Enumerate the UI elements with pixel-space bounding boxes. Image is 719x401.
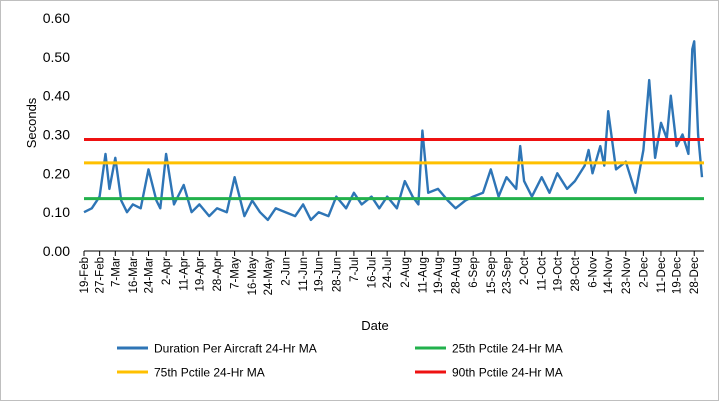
y-tick-label: 0.40 — [43, 88, 70, 104]
x-tick-label: 15-Sep — [486, 257, 498, 294]
y-tick-label: 0.00 — [43, 243, 70, 259]
x-tick-label: 28-Aug — [451, 257, 463, 294]
x-tick-label: 19-Feb — [79, 257, 91, 293]
x-tick-label: 19-Oct — [552, 256, 564, 291]
series-line-duration — [83, 40, 704, 222]
x-tick-label: 19-Dec — [672, 257, 684, 294]
x-tick-label: 7-May — [230, 257, 242, 289]
x-tick-label: 24-Mar — [144, 257, 156, 294]
x-tick-label: 2-Aug — [400, 257, 412, 288]
y-tick-label: 0.20 — [43, 165, 70, 181]
y-tick-label: 0.10 — [43, 204, 70, 220]
x-tick-label: 24-Jul — [382, 257, 394, 288]
x-tick-label: 6-Sep — [468, 257, 480, 288]
x-tick-label: 23-Nov — [621, 257, 633, 294]
x-tick-label: 24-May — [263, 257, 275, 296]
x-tick-label: 14-Nov — [603, 257, 615, 294]
legend-label: 75th Pctile 24-Hr MA — [154, 366, 265, 380]
legend: Duration Per Aircraft 24-Hr MA 25th Pctil… — [117, 342, 563, 380]
x-tick-label: 11-Apr — [179, 257, 191, 291]
x-tick-label: 2-Jun — [280, 257, 292, 286]
x-tick-label: 28-Oct — [570, 256, 582, 291]
x-tick-label: 11-Aug — [417, 257, 429, 293]
x-tick-label: 6-Nov — [588, 257, 600, 288]
y-axis-title: Seconds — [24, 97, 39, 148]
x-tick-label: 2-Dec — [638, 257, 650, 288]
y-tick-label: 0.30 — [43, 127, 70, 143]
x-tick-label: 7-Jul — [349, 257, 361, 282]
x-tick-label: 19-Aug — [433, 257, 445, 294]
legend-label: 25th Pctile 24-Hr MA — [452, 342, 563, 356]
x-tick-label: 11-Oct — [537, 256, 549, 290]
y-tick-label: 0.60 — [43, 10, 70, 26]
series-layer — [83, 40, 704, 222]
y-axis-ticks: 0.00 0.10 0.20 0.30 0.40 0.50 0.60 — [43, 10, 70, 259]
x-tick-label: 11-Dec — [656, 257, 668, 293]
x-tick-label: 23-Sep — [501, 257, 513, 294]
x-tick-label: 16-May — [247, 257, 259, 296]
x-axis-title: Date — [361, 318, 388, 333]
x-axis-ticks: 19-Feb 27-Feb 7-Mar 16-Mar 24-Mar 2-Apr 11-Apr… — [79, 251, 701, 295]
x-tick-label: 28-Jun — [331, 257, 343, 292]
x-tick-label: 7-Mar — [110, 257, 122, 287]
y-tick-label: 0.50 — [43, 49, 70, 65]
x-tick-label: 28-Dec — [689, 257, 701, 294]
x-tick-label: 2-Apr — [161, 257, 173, 285]
legend-label: Duration Per Aircraft 24-Hr MA — [154, 342, 317, 356]
x-tick-label: 2-Oct — [519, 256, 531, 285]
x-tick-label: 16-Jul — [367, 257, 379, 288]
x-tick-label: 28-Apr — [212, 257, 224, 292]
x-tick-label: 19-Apr — [194, 257, 206, 292]
x-tick-label: 11-Jun — [298, 257, 310, 291]
legend-label: 90th Pctile 24-Hr MA — [452, 366, 563, 380]
x-tick-label: 27-Feb — [95, 257, 107, 293]
x-tick-label: 19-Jun — [314, 257, 326, 292]
x-tick-label: 16-Mar — [128, 257, 140, 294]
